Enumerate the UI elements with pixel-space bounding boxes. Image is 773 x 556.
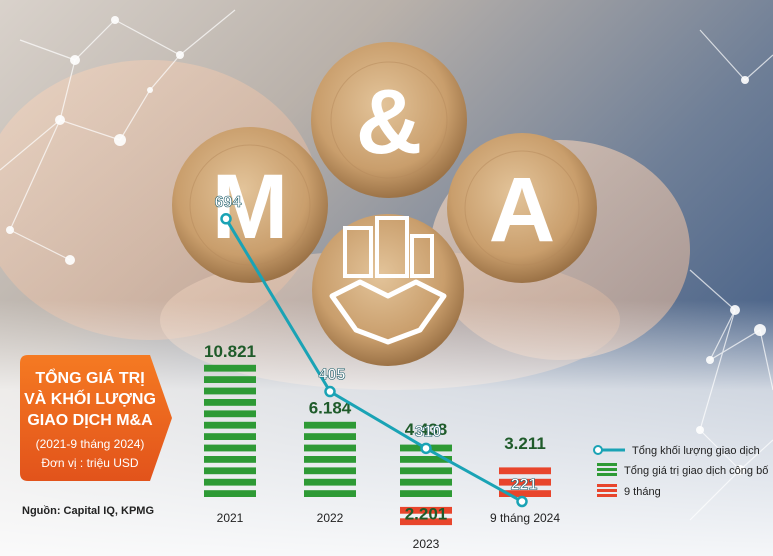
volume-label-2: 310 [415, 423, 442, 440]
legend-line-label: Tổng khối lượng giao dịch [632, 445, 760, 457]
volume-label-1: 405 [319, 367, 346, 384]
building-icon [343, 216, 434, 278]
volume-point-3 [516, 495, 528, 508]
category-label-2: 2023 [413, 537, 440, 551]
category-label-1: 2022 [317, 511, 344, 525]
title-unit: Đơn vị : triệu USD [41, 456, 139, 470]
volume-point-2 [420, 442, 432, 455]
bar-red-2 [400, 506, 452, 526]
volume-point-1 [324, 385, 336, 398]
token-amp: & [311, 42, 467, 198]
bar-value-green-0: 10.821 [204, 342, 256, 361]
category-labels: 2021 2022 2023 9 tháng 2024 [217, 511, 561, 551]
bar-value-red-3: 3.211 [504, 434, 546, 453]
token-m-letter: M [212, 156, 289, 258]
token-handshake [312, 214, 464, 366]
token-a: A [447, 133, 597, 283]
legend-item-green: Tổng giá trị giao dịch công bố [597, 463, 768, 477]
token-a-letter: A [489, 159, 555, 261]
title-line-3: GIAO DỊCH M&A [27, 412, 153, 429]
title-line-2: VÀ KHỐI LƯỢNG [24, 388, 156, 408]
legend-item-line: Tổng khối lượng giao dịch [593, 445, 760, 457]
handshake-icon [329, 279, 447, 345]
token-m: M [172, 127, 328, 283]
volume-label-3: 221 [511, 477, 538, 494]
bar-green-0 [204, 364, 256, 497]
line-layer: 694 405 310 221 [214, 193, 538, 508]
bar-value-green-2: 4.438 [405, 420, 448, 439]
token-amp-letter: & [356, 71, 422, 173]
title-box: TỔNG GIÁ TRỊ VÀ KHỐI LƯỢNG GIAO DỊCH M&A… [20, 355, 172, 481]
wood-tokens: M & A [172, 42, 597, 366]
volume-line [224, 218, 523, 503]
legend: Tổng khối lượng giao dịch Tổng giá trị g… [593, 445, 768, 498]
bar-red-3 [499, 467, 551, 497]
bar-value-red-2: 2.201 [405, 505, 448, 524]
legend-red-label: 9 tháng [624, 486, 661, 498]
title-period: (2021-9 tháng 2024) [36, 437, 145, 451]
bar-layer: 10.821 6.184 4.438 2.201 3.211 [204, 342, 551, 526]
volume-label-0: 694 [215, 194, 242, 211]
source-note: Nguồn: Capital IQ, KPMG [22, 505, 154, 517]
bar-green-1 [304, 421, 356, 497]
category-label-3: 9 tháng 2024 [490, 511, 560, 525]
bar-value-green-1: 6.184 [309, 399, 352, 418]
legend-item-red: 9 tháng [597, 484, 661, 498]
legend-green-label: Tổng giá trị giao dịch công bố [624, 465, 768, 477]
title-line-1: TỔNG GIÁ TRỊ [35, 368, 144, 387]
volume-point-0 [220, 213, 232, 225]
category-label-0: 2021 [217, 511, 244, 525]
